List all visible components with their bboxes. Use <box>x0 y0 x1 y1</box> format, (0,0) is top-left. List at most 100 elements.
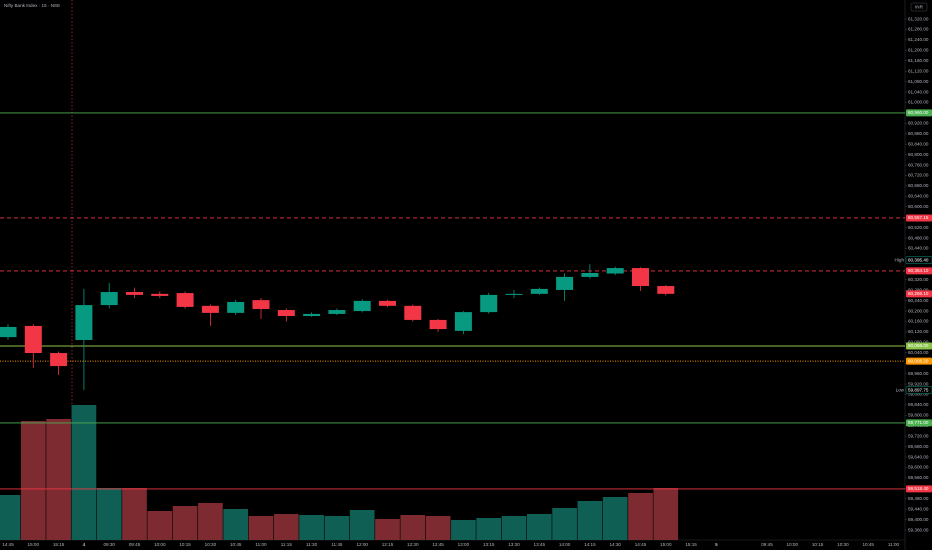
x-tick-label: 12:00 <box>356 542 368 547</box>
y-tick-label: 61,320.00 <box>908 16 929 21</box>
volume-bar <box>299 515 324 540</box>
level-label: 59,518.40 <box>908 486 929 491</box>
y-tick-label: 59,440.00 <box>908 506 929 511</box>
candle-body <box>0 326 17 338</box>
level-label: 60,066.00 <box>908 343 929 348</box>
x-tick-label: 10:30 <box>205 542 217 547</box>
x-tick-label: 14:00 <box>559 542 571 547</box>
y-tick-label: 60,480.00 <box>908 235 929 240</box>
y-tick-label: 60,160.00 <box>908 319 929 324</box>
marker-name: Low <box>896 387 905 392</box>
currency[interactable]: INR <box>915 5 924 10</box>
y-tick-label: 60,240.00 <box>908 298 929 303</box>
y-tick-label: 59,480.00 <box>908 496 929 501</box>
y-tick-label: 60,320.00 <box>908 277 929 282</box>
candle-body <box>24 325 42 354</box>
level-label: 59,771.00 <box>908 420 929 425</box>
volume-bar <box>425 516 451 540</box>
y-tick-label: 61,240.00 <box>908 37 929 42</box>
volume-layer <box>0 405 679 540</box>
candle-body <box>454 312 472 331</box>
volume-bar <box>0 495 21 540</box>
y-tick-label: 60,680.00 <box>908 183 929 188</box>
volume-bar <box>96 488 122 540</box>
y-tick-label: 59,720.00 <box>908 433 929 438</box>
x-tick-label: 15:15 <box>685 542 697 547</box>
x-tick-label: 4 <box>83 542 86 547</box>
currency-box[interactable] <box>910 2 928 12</box>
x-tick-label: 15:00 <box>660 542 672 547</box>
y-tick-label: 59,400.00 <box>908 517 929 522</box>
volume-bar <box>577 501 603 540</box>
candle-body <box>505 293 523 295</box>
x-tick-label: 12:45 <box>432 542 444 547</box>
y-tick-label: 59,360.00 <box>908 527 929 532</box>
x-tick-label: 11:45 <box>331 542 343 547</box>
volume-bar <box>653 488 679 540</box>
y-tick-label: 59,640.00 <box>908 454 929 459</box>
candle-body <box>480 294 498 313</box>
level-label-box <box>906 214 932 222</box>
y-tick-label: 60,880.00 <box>908 131 929 136</box>
volume-bar <box>172 506 198 540</box>
y-tick-label: 61,080.00 <box>908 79 929 84</box>
y-tick-label: 60,440.00 <box>908 246 929 251</box>
volume-bar <box>248 516 274 540</box>
level-label-box <box>906 290 932 298</box>
y-tick-label: 59,560.00 <box>908 475 929 480</box>
y-tick-label: 59,960.00 <box>908 371 929 376</box>
y-tick-label: 59,680.00 <box>908 444 929 449</box>
volume-bar <box>349 510 375 540</box>
volume-bar <box>552 508 577 540</box>
y-tick-label: 60,840.00 <box>908 141 929 146</box>
y-tick-label: 59,920.00 <box>908 381 929 386</box>
level-label-box <box>906 267 932 275</box>
y-tick-label: 60,040.00 <box>908 350 929 355</box>
x-tick-label: 10:00 <box>787 542 799 547</box>
y-tick-label: 59,880.00 <box>908 392 929 397</box>
volume-bar <box>602 497 628 540</box>
x-tick-label: 11:30 <box>306 542 318 547</box>
level-label-box <box>906 357 932 365</box>
candle-body <box>303 313 321 317</box>
x-tick-label: 09:30 <box>103 542 115 547</box>
x-tick-label: 09:45 <box>129 542 141 547</box>
level-label: 60,266.10 <box>908 291 929 296</box>
level-label: 60,008.20 <box>908 358 929 363</box>
y-tick-label: 60,280.00 <box>908 287 929 292</box>
marker-label-box <box>905 386 932 394</box>
levels-layer <box>0 112 905 490</box>
x-tick-label: 10:45 <box>230 542 242 547</box>
axes-layer: 61,320.00 61,280.00 61,240.00 61,200.00 61,1… <box>2 16 932 547</box>
volume-bar <box>46 419 71 540</box>
level-label: 60,354.10 <box>908 268 929 273</box>
candle-body <box>429 319 447 330</box>
volume-bar <box>20 421 46 540</box>
volume-bar <box>71 405 97 540</box>
level-label-box <box>906 109 932 117</box>
volume-bar <box>122 488 147 540</box>
volume-bar <box>223 509 249 540</box>
y-tick-label: 60,800.00 <box>908 152 929 157</box>
volume-bar <box>147 511 173 540</box>
x-tick-label: 14:30 <box>609 542 621 547</box>
y-tick-label: 61,280.00 <box>908 27 929 32</box>
volume-bar <box>628 493 653 540</box>
y-tick-label: 60,120.00 <box>908 329 929 334</box>
level-label-box <box>906 342 932 350</box>
candle-body <box>227 301 245 313</box>
y-tick-label: 61,200.00 <box>908 48 929 53</box>
y-tick-label: 59,800.00 <box>908 413 929 418</box>
y-tick-label: 60,720.00 <box>908 173 929 178</box>
candle-body <box>328 310 346 314</box>
candle-body <box>100 292 118 306</box>
candle-body <box>252 300 270 309</box>
x-tick-label: 13:45 <box>534 542 546 547</box>
y-tick-label: 60,760.00 <box>908 162 929 167</box>
y-tick-label: 60,640.00 <box>908 194 929 199</box>
candle-body <box>176 293 194 307</box>
marker-name: High <box>895 257 905 262</box>
x-tick-label: 15:15 <box>53 542 65 547</box>
volume-bar <box>501 516 527 540</box>
